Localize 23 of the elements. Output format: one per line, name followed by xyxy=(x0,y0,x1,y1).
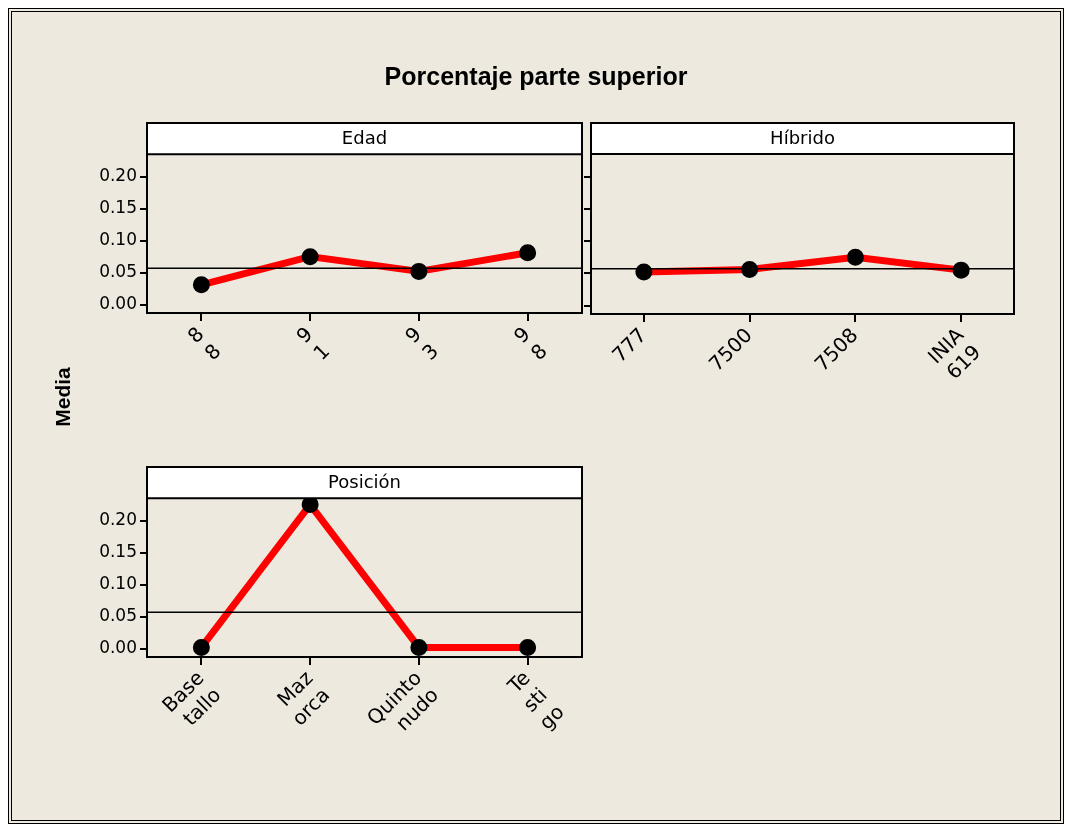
x-tick-label: Maz orca xyxy=(272,665,335,731)
y-tick-label: 0.10 xyxy=(99,572,137,593)
y-tick-label: 0.00 xyxy=(99,292,137,313)
y-axis-title: Media xyxy=(51,366,75,429)
y-tick-label: 0.15 xyxy=(99,540,137,561)
x-tick-label: 9 8 xyxy=(508,321,552,365)
x-tick-label: 777 xyxy=(607,322,652,367)
x-tick-label: Te sti go xyxy=(502,665,569,735)
x-tick-label: 9 1 xyxy=(291,321,335,365)
chart-subtitle: Edad xyxy=(146,122,583,154)
chart-subtitle: Híbrido xyxy=(590,122,1015,154)
y-tick-label: 0.20 xyxy=(99,508,137,529)
y-tick-label: 0.15 xyxy=(99,196,137,217)
y-tick-label: 0.00 xyxy=(99,636,137,657)
y-tick-label: 0.10 xyxy=(99,228,137,249)
y-tick-label: 0.05 xyxy=(99,260,137,281)
x-tick-label: 8 8 xyxy=(182,321,226,365)
chart-title: Porcentaje parte superior xyxy=(383,62,689,91)
x-tick-label: 9 3 xyxy=(400,321,444,365)
y-tick-label: 0.05 xyxy=(99,604,137,625)
x-tick-label: INIA 619 xyxy=(922,322,986,384)
chart-subtitle: Posición xyxy=(146,466,583,498)
y-tick-label: 0.20 xyxy=(99,164,137,185)
